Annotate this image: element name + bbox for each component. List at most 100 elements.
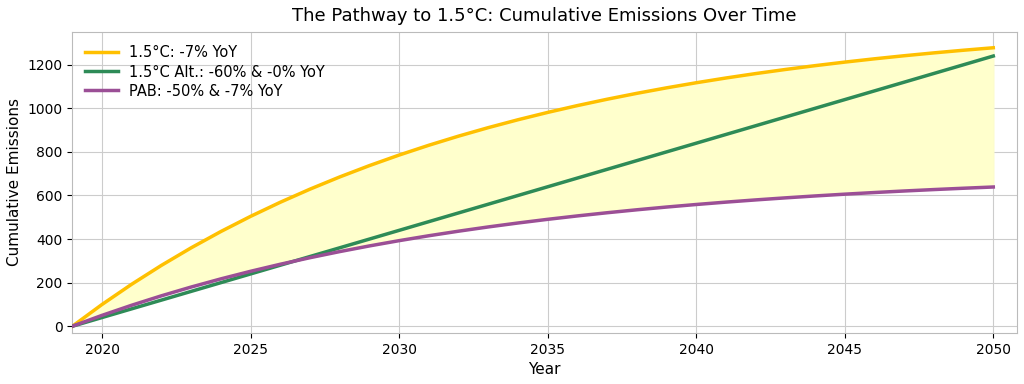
- 1.5°C: -7% YoY: (2.04e+03, 1.2e+03): -7% YoY: (2.04e+03, 1.2e+03): [809, 63, 821, 68]
- 1.5°C Alt.: -60% & -0% YoY: (2.03e+03, 520): -60% & -0% YoY: (2.03e+03, 520): [453, 210, 465, 215]
- 1.5°C Alt.: -60% & -0% YoY: (2.03e+03, 480): -60% & -0% YoY: (2.03e+03, 480): [423, 219, 435, 224]
- PAB: -50% & -7% YoY: (2.02e+03, 180): -50% & -7% YoY: (2.02e+03, 180): [185, 285, 198, 289]
- PAB: -50% & -7% YoY: (2.04e+03, 570): -50% & -7% YoY: (2.04e+03, 570): [720, 200, 732, 204]
- X-axis label: Year: Year: [528, 362, 561, 377]
- Line: 1.5°C: -7% YoY: 1.5°C: -7% YoY: [73, 48, 993, 326]
- 1.5°C Alt.: -60% & -0% YoY: (2.02e+03, 160): -60% & -0% YoY: (2.02e+03, 160): [185, 289, 198, 294]
- Title: The Pathway to 1.5°C: Cumulative Emissions Over Time: The Pathway to 1.5°C: Cumulative Emissio…: [293, 7, 797, 25]
- 1.5°C: -7% YoY: (2.02e+03, 100): -7% YoY: (2.02e+03, 100): [96, 302, 109, 307]
- 1.5°C Alt.: -60% & -0% YoY: (2.04e+03, 960): -60% & -0% YoY: (2.04e+03, 960): [779, 115, 792, 119]
- 1.5°C Alt.: -60% & -0% YoY: (2.04e+03, 1.04e+03): -60% & -0% YoY: (2.04e+03, 1.04e+03): [839, 97, 851, 102]
- 1.5°C: -7% YoY: (2.02e+03, 504): -7% YoY: (2.02e+03, 504): [245, 214, 257, 218]
- 1.5°C Alt.: -60% & -0% YoY: (2.03e+03, 320): -60% & -0% YoY: (2.03e+03, 320): [304, 254, 316, 259]
- PAB: -50% & -7% YoY: (2.02e+03, 50): -50% & -7% YoY: (2.02e+03, 50): [96, 313, 109, 318]
- 1.5°C Alt.: -60% & -0% YoY: (2.04e+03, 880): -60% & -0% YoY: (2.04e+03, 880): [720, 132, 732, 137]
- PAB: -50% & -7% YoY: (2.03e+03, 456): -50% & -7% YoY: (2.03e+03, 456): [482, 225, 495, 229]
- PAB: -50% & -7% YoY: (2.04e+03, 559): -50% & -7% YoY: (2.04e+03, 559): [690, 202, 702, 207]
- 1.5°C Alt.: -60% & -0% YoY: (2.04e+03, 720): -60% & -0% YoY: (2.04e+03, 720): [601, 167, 613, 172]
- PAB: -50% & -7% YoY: (2.03e+03, 369): -50% & -7% YoY: (2.03e+03, 369): [364, 243, 376, 248]
- 1.5°C Alt.: -60% & -0% YoY: (2.04e+03, 800): -60% & -0% YoY: (2.04e+03, 800): [660, 150, 673, 154]
- 1.5°C: -7% YoY: (2.04e+03, 981): -7% YoY: (2.04e+03, 981): [542, 110, 554, 115]
- 1.5°C: -7% YoY: (2.04e+03, 1.04e+03): -7% YoY: (2.04e+03, 1.04e+03): [601, 97, 613, 101]
- PAB: -50% & -7% YoY: (2.05e+03, 639): -50% & -7% YoY: (2.05e+03, 639): [987, 185, 999, 189]
- 1.5°C Alt.: -60% & -0% YoY: (2.03e+03, 560): -60% & -0% YoY: (2.03e+03, 560): [482, 202, 495, 207]
- 1.5°C: -7% YoY: (2.05e+03, 1.25e+03): -7% YoY: (2.05e+03, 1.25e+03): [928, 51, 940, 55]
- 1.5°C: -7% YoY: (2.03e+03, 872): -7% YoY: (2.03e+03, 872): [453, 134, 465, 138]
- PAB: -50% & -7% YoY: (2.05e+03, 627): -50% & -7% YoY: (2.05e+03, 627): [928, 187, 940, 192]
- PAB: -50% & -7% YoY: (2.03e+03, 315): -50% & -7% YoY: (2.03e+03, 315): [304, 255, 316, 260]
- PAB: -50% & -7% YoY: (2.04e+03, 534): -50% & -7% YoY: (2.04e+03, 534): [631, 207, 643, 212]
- PAB: -50% & -7% YoY: (2.03e+03, 284): -50% & -7% YoY: (2.03e+03, 284): [274, 262, 287, 266]
- 1.5°C: -7% YoY: (2.03e+03, 786): -7% YoY: (2.03e+03, 786): [393, 153, 406, 157]
- 1.5°C Alt.: -60% & -0% YoY: (2.02e+03, 200): -60% & -0% YoY: (2.02e+03, 200): [215, 280, 227, 285]
- 1.5°C: -7% YoY: (2.05e+03, 1.27e+03): -7% YoY: (2.05e+03, 1.27e+03): [957, 48, 970, 53]
- 1.5°C: -7% YoY: (2.02e+03, 0): -7% YoY: (2.02e+03, 0): [67, 324, 79, 329]
- 1.5°C: -7% YoY: (2.02e+03, 193): -7% YoY: (2.02e+03, 193): [126, 282, 138, 286]
- 1.5°C: -7% YoY: (2.04e+03, 1.01e+03): -7% YoY: (2.04e+03, 1.01e+03): [571, 103, 584, 108]
- 1.5°C Alt.: -60% & -0% YoY: (2.03e+03, 440): -60% & -0% YoY: (2.03e+03, 440): [393, 228, 406, 233]
- PAB: -50% & -7% YoY: (2.05e+03, 614): -50% & -7% YoY: (2.05e+03, 614): [868, 190, 881, 195]
- PAB: -50% & -7% YoY: (2.05e+03, 621): -50% & -7% YoY: (2.05e+03, 621): [898, 189, 910, 193]
- 1.5°C: -7% YoY: (2.03e+03, 831): -7% YoY: (2.03e+03, 831): [423, 143, 435, 147]
- 1.5°C Alt.: -60% & -0% YoY: (2.04e+03, 760): -60% & -0% YoY: (2.04e+03, 760): [631, 158, 643, 163]
- 1.5°C Alt.: -60% & -0% YoY: (2.02e+03, 120): -60% & -0% YoY: (2.02e+03, 120): [156, 298, 168, 302]
- PAB: -50% & -7% YoY: (2.02e+03, 140): -50% & -7% YoY: (2.02e+03, 140): [156, 293, 168, 298]
- PAB: -50% & -7% YoY: (2.04e+03, 589): -50% & -7% YoY: (2.04e+03, 589): [779, 195, 792, 200]
- 1.5°C Alt.: -60% & -0% YoY: (2.03e+03, 600): -60% & -0% YoY: (2.03e+03, 600): [512, 193, 524, 198]
- PAB: -50% & -7% YoY: (2.03e+03, 343): -50% & -7% YoY: (2.03e+03, 343): [334, 249, 346, 254]
- PAB: -50% & -7% YoY: (2.04e+03, 521): -50% & -7% YoY: (2.04e+03, 521): [601, 210, 613, 215]
- 1.5°C Alt.: -60% & -0% YoY: (2.05e+03, 1.16e+03): -60% & -0% YoY: (2.05e+03, 1.16e+03): [928, 71, 940, 76]
- 1.5°C Alt.: -60% & -0% YoY: (2.05e+03, 1.08e+03): -60% & -0% YoY: (2.05e+03, 1.08e+03): [868, 89, 881, 93]
- PAB: -50% & -7% YoY: (2.03e+03, 436): -50% & -7% YoY: (2.03e+03, 436): [453, 229, 465, 233]
- PAB: -50% & -7% YoY: (2.02e+03, 217): -50% & -7% YoY: (2.02e+03, 217): [215, 276, 227, 281]
- 1.5°C Alt.: -60% & -0% YoY: (2.02e+03, 80): -60% & -0% YoY: (2.02e+03, 80): [126, 306, 138, 311]
- PAB: -50% & -7% YoY: (2.04e+03, 598): -50% & -7% YoY: (2.04e+03, 598): [809, 194, 821, 198]
- PAB: -50% & -7% YoY: (2.04e+03, 547): -50% & -7% YoY: (2.04e+03, 547): [660, 205, 673, 209]
- 1.5°C Alt.: -60% & -0% YoY: (2.05e+03, 1.24e+03): -60% & -0% YoY: (2.05e+03, 1.24e+03): [987, 54, 999, 58]
- 1.5°C Alt.: -60% & -0% YoY: (2.03e+03, 280): -60% & -0% YoY: (2.03e+03, 280): [274, 263, 287, 268]
- 1.5°C: -7% YoY: (2.04e+03, 1.07e+03): -7% YoY: (2.04e+03, 1.07e+03): [631, 91, 643, 96]
- 1.5°C Alt.: -60% & -0% YoY: (2.04e+03, 1e+03): -60% & -0% YoY: (2.04e+03, 1e+03): [809, 106, 821, 111]
- 1.5°C: -7% YoY: (2.04e+03, 1.12e+03): -7% YoY: (2.04e+03, 1.12e+03): [690, 80, 702, 85]
- Line: 1.5°C Alt.: -60% & -0% YoY: 1.5°C Alt.: -60% & -0% YoY: [73, 56, 993, 326]
- 1.5°C: -7% YoY: (2.05e+03, 1.28e+03): -7% YoY: (2.05e+03, 1.28e+03): [987, 45, 999, 50]
- 1.5°C: -7% YoY: (2.03e+03, 948): -7% YoY: (2.03e+03, 948): [512, 118, 524, 122]
- 1.5°C Alt.: -60% & -0% YoY: (2.04e+03, 920): -60% & -0% YoY: (2.04e+03, 920): [750, 123, 762, 128]
- 1.5°C: -7% YoY: (2.03e+03, 685): -7% YoY: (2.03e+03, 685): [334, 175, 346, 179]
- 1.5°C: -7% YoY: (2.03e+03, 911): -7% YoY: (2.03e+03, 911): [482, 125, 495, 130]
- Legend: 1.5°C: -7% YoY, 1.5°C Alt.: -60% & -0% YoY, PAB: -50% & -7% YoY: 1.5°C: -7% YoY, 1.5°C Alt.: -60% & -0% Y…: [80, 39, 331, 105]
- 1.5°C: -7% YoY: (2.02e+03, 360): -7% YoY: (2.02e+03, 360): [185, 245, 198, 250]
- 1.5°C Alt.: -60% & -0% YoY: (2.02e+03, 40): -60% & -0% YoY: (2.02e+03, 40): [96, 315, 109, 320]
- 1.5°C: -7% YoY: (2.04e+03, 1.21e+03): -7% YoY: (2.04e+03, 1.21e+03): [839, 60, 851, 65]
- PAB: -50% & -7% YoY: (2.03e+03, 393): -50% & -7% YoY: (2.03e+03, 393): [393, 238, 406, 243]
- PAB: -50% & -7% YoY: (2.04e+03, 491): -50% & -7% YoY: (2.04e+03, 491): [542, 217, 554, 222]
- PAB: -50% & -7% YoY: (2.04e+03, 580): -50% & -7% YoY: (2.04e+03, 580): [750, 198, 762, 202]
- 1.5°C Alt.: -60% & -0% YoY: (2.02e+03, 240): -60% & -0% YoY: (2.02e+03, 240): [245, 271, 257, 276]
- 1.5°C Alt.: -60% & -0% YoY: (2.05e+03, 1.2e+03): -60% & -0% YoY: (2.05e+03, 1.2e+03): [957, 63, 970, 67]
- PAB: -50% & -7% YoY: (2.04e+03, 506): -50% & -7% YoY: (2.04e+03, 506): [571, 214, 584, 218]
- PAB: -50% & -7% YoY: (2.04e+03, 606): -50% & -7% YoY: (2.04e+03, 606): [839, 192, 851, 197]
- PAB: -50% & -7% YoY: (2.02e+03, 96.5): -50% & -7% YoY: (2.02e+03, 96.5): [126, 303, 138, 308]
- 1.5°C Alt.: -60% & -0% YoY: (2.02e+03, 0): -60% & -0% YoY: (2.02e+03, 0): [67, 324, 79, 329]
- 1.5°C Alt.: -60% & -0% YoY: (2.04e+03, 640): -60% & -0% YoY: (2.04e+03, 640): [542, 184, 554, 189]
- 1.5°C: -7% YoY: (2.05e+03, 1.23e+03): -7% YoY: (2.05e+03, 1.23e+03): [868, 56, 881, 61]
- 1.5°C: -7% YoY: (2.04e+03, 1.14e+03): -7% YoY: (2.04e+03, 1.14e+03): [720, 76, 732, 80]
- 1.5°C: -7% YoY: (2.03e+03, 737): -7% YoY: (2.03e+03, 737): [364, 163, 376, 168]
- 1.5°C: -7% YoY: (2.04e+03, 1.09e+03): -7% YoY: (2.04e+03, 1.09e+03): [660, 86, 673, 90]
- 1.5°C: -7% YoY: (2.05e+03, 1.24e+03): -7% YoY: (2.05e+03, 1.24e+03): [898, 53, 910, 58]
- PAB: -50% & -7% YoY: (2.03e+03, 415): -50% & -7% YoY: (2.03e+03, 415): [423, 233, 435, 238]
- 1.5°C: -7% YoY: (2.04e+03, 1.18e+03): -7% YoY: (2.04e+03, 1.18e+03): [779, 67, 792, 72]
- PAB: -50% & -7% YoY: (2.02e+03, 0): -50% & -7% YoY: (2.02e+03, 0): [67, 324, 79, 329]
- 1.5°C Alt.: -60% & -0% YoY: (2.04e+03, 680): -60% & -0% YoY: (2.04e+03, 680): [571, 176, 584, 180]
- 1.5°C Alt.: -60% & -0% YoY: (2.04e+03, 840): -60% & -0% YoY: (2.04e+03, 840): [690, 141, 702, 146]
- PAB: -50% & -7% YoY: (2.05e+03, 633): -50% & -7% YoY: (2.05e+03, 633): [957, 186, 970, 190]
- 1.5°C Alt.: -60% & -0% YoY: (2.03e+03, 360): -60% & -0% YoY: (2.03e+03, 360): [334, 245, 346, 250]
- Line: PAB: -50% & -7% YoY: PAB: -50% & -7% YoY: [73, 187, 993, 326]
- PAB: -50% & -7% YoY: (2.03e+03, 474): -50% & -7% YoY: (2.03e+03, 474): [512, 221, 524, 225]
- 1.5°C Alt.: -60% & -0% YoY: (2.05e+03, 1.12e+03): -60% & -0% YoY: (2.05e+03, 1.12e+03): [898, 80, 910, 84]
- 1.5°C: -7% YoY: (2.03e+03, 629): -7% YoY: (2.03e+03, 629): [304, 187, 316, 192]
- Y-axis label: Cumulative Emissions: Cumulative Emissions: [7, 98, 22, 266]
- PAB: -50% & -7% YoY: (2.02e+03, 252): -50% & -7% YoY: (2.02e+03, 252): [245, 269, 257, 273]
- 1.5°C: -7% YoY: (2.02e+03, 435): -7% YoY: (2.02e+03, 435): [215, 229, 227, 234]
- 1.5°C Alt.: -60% & -0% YoY: (2.03e+03, 400): -60% & -0% YoY: (2.03e+03, 400): [364, 237, 376, 242]
